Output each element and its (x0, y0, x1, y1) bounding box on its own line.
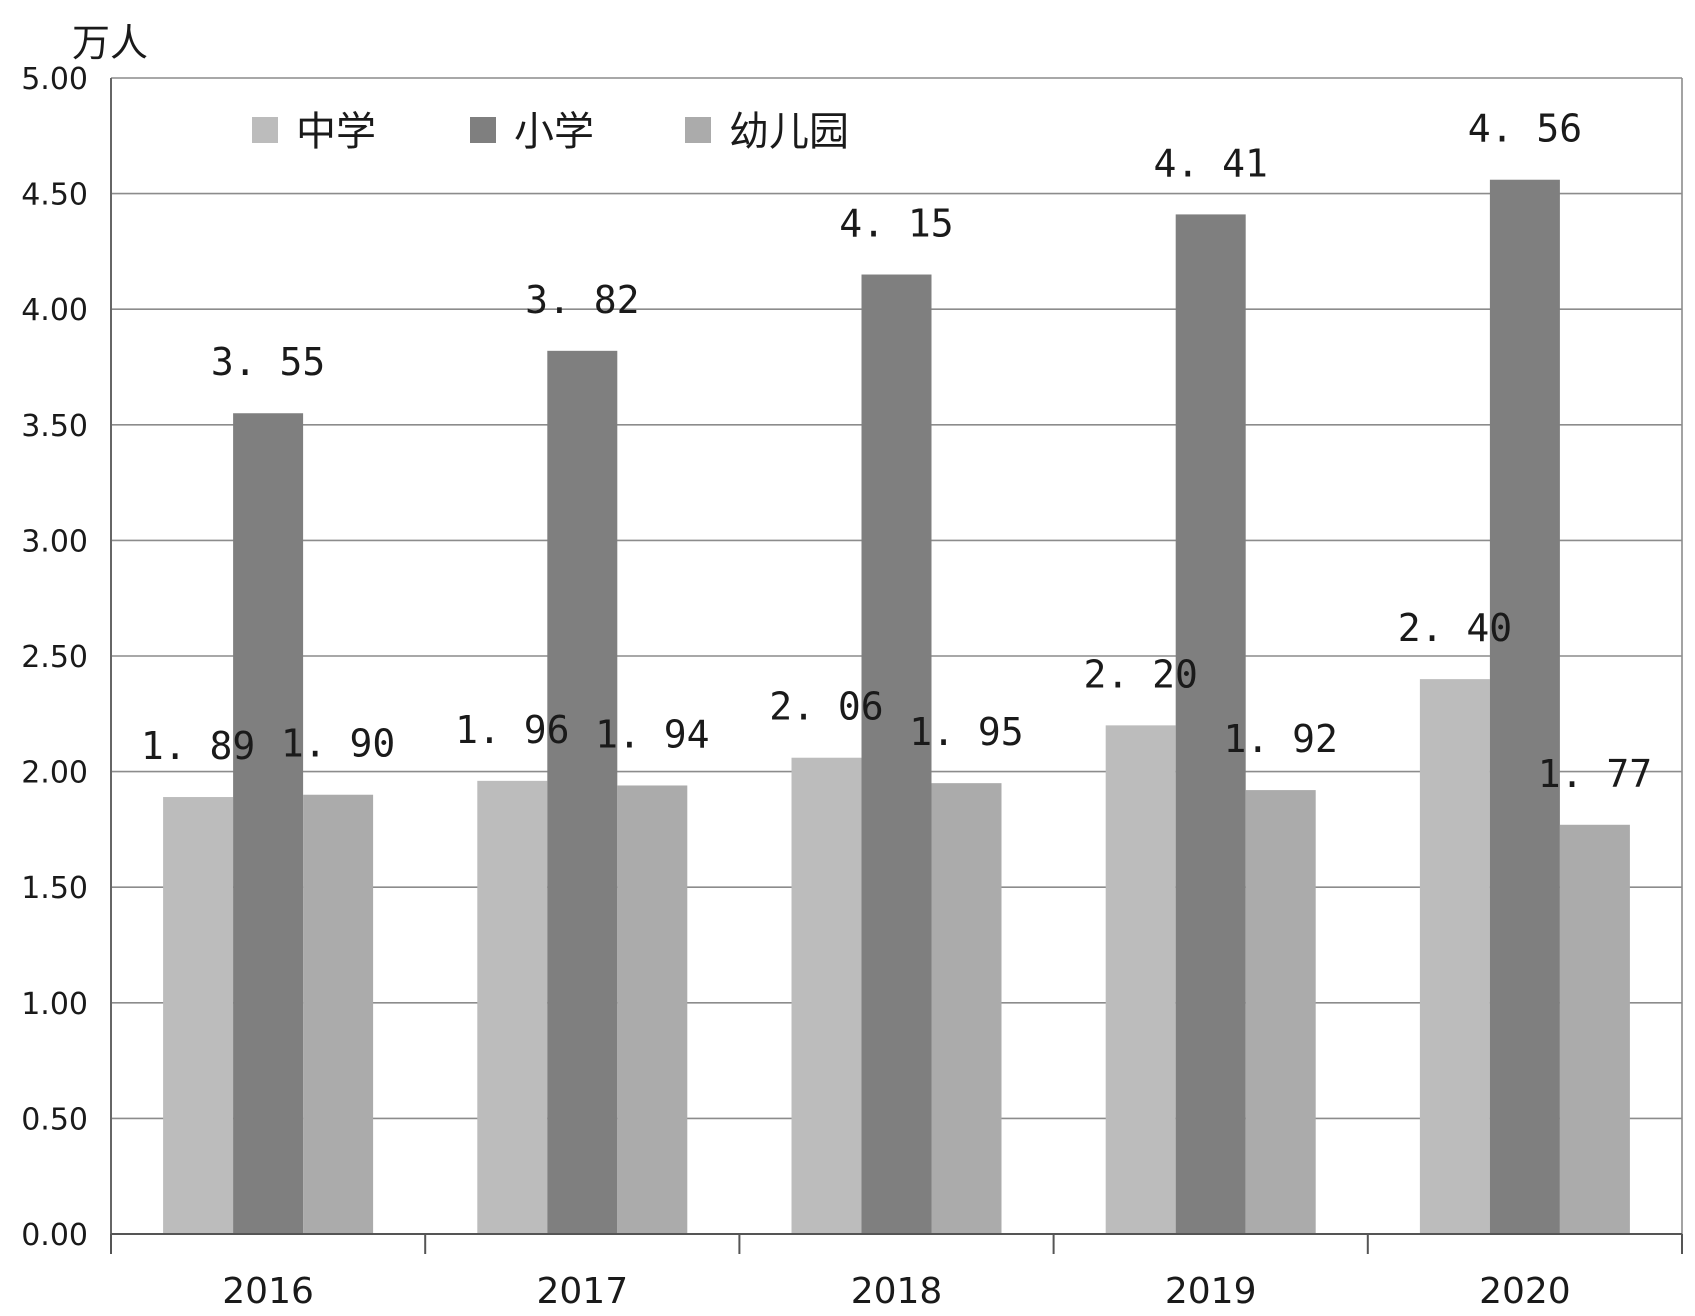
bar (931, 783, 1002, 1234)
y-tick-label: 2.50 (21, 640, 88, 675)
bar (1105, 725, 1176, 1234)
data-labels: 1. 89 3. 55 1. 90 1. 96 3. 82 1. 94 2. 06 4. 15… (141, 107, 1652, 796)
data-label: 4. 41 (1154, 141, 1268, 185)
legend-swatch (685, 117, 711, 143)
y-tick-label: 3.50 (21, 409, 88, 444)
y-tick-label: 0.00 (21, 1218, 88, 1253)
data-label: 4. 56 (1468, 107, 1582, 151)
data-label: 1. 96 (455, 708, 569, 752)
data-label: 1. 95 (909, 710, 1023, 754)
legend-label: 小学 (514, 109, 594, 155)
y-tick-label: 2.00 (21, 756, 88, 791)
bar (303, 794, 374, 1234)
x-tick-label: 2016 (222, 1271, 314, 1312)
data-label: 2. 40 (1398, 606, 1512, 650)
y-tick-label: 4.00 (21, 293, 88, 328)
bar (791, 757, 862, 1234)
y-tick-label: 4.50 (21, 178, 88, 213)
y-tick-label: 0.50 (21, 1102, 88, 1137)
bar (233, 413, 304, 1234)
data-label: 3. 55 (211, 340, 325, 384)
y-tick-label: 3.00 (21, 524, 88, 559)
x-tick-label: 2020 (1479, 1271, 1571, 1312)
bar (1419, 679, 1490, 1234)
legend-label: 幼儿园 (729, 109, 849, 155)
bar (1559, 824, 1630, 1234)
data-label: 1. 94 (595, 712, 709, 756)
bar (1245, 790, 1316, 1234)
bar (861, 274, 932, 1234)
legend: 中学 小学 幼儿园 (252, 109, 849, 155)
y-tick-label: 1.50 (21, 871, 88, 906)
y-tick-label: 5.00 (21, 62, 88, 97)
bar (1489, 179, 1560, 1234)
data-label: 2. 06 (769, 685, 883, 729)
x-tick-labels: 2016 2017 2018 2019 2020 (222, 1271, 1570, 1312)
bar (477, 780, 548, 1234)
bar (1175, 214, 1246, 1234)
bar (163, 797, 234, 1234)
legend-swatch (470, 117, 496, 143)
data-label: 1. 89 (141, 724, 255, 768)
bar (617, 785, 688, 1234)
bars (163, 179, 1630, 1234)
data-label: 4. 15 (839, 202, 953, 246)
data-label: 2. 20 (1084, 652, 1198, 696)
legend-swatch (252, 117, 278, 143)
data-label: 1. 77 (1538, 752, 1652, 796)
axes (110, 78, 1683, 1254)
data-label: 1. 90 (281, 722, 395, 766)
x-tick-label: 2019 (1165, 1271, 1257, 1312)
y-axis-unit-label: 万人 (72, 21, 148, 65)
data-label: 1. 92 (1224, 717, 1338, 761)
x-tick-label: 2017 (536, 1271, 628, 1312)
y-tick-label: 1.00 (21, 987, 88, 1022)
x-tick-label: 2018 (851, 1271, 943, 1312)
legend-label: 中学 (296, 109, 376, 155)
y-tick-labels: 0.00 0.50 1.00 1.50 2.00 2.50 3.00 3.50 4.00 4.50… (21, 62, 88, 1253)
data-label: 3. 82 (525, 278, 639, 322)
bar (547, 350, 618, 1234)
